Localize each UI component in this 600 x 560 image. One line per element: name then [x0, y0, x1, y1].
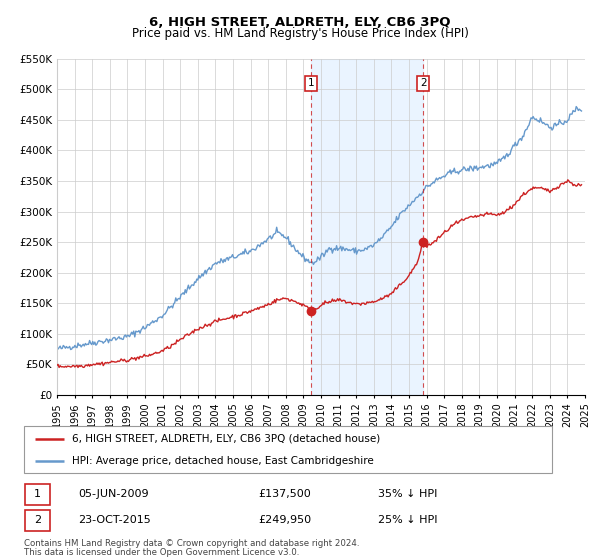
Text: £137,500: £137,500: [258, 489, 311, 499]
Text: 2: 2: [34, 515, 41, 525]
Text: 23-OCT-2015: 23-OCT-2015: [78, 515, 151, 525]
Text: 6, HIGH STREET, ALDRETH, ELY, CB6 3PQ (detached house): 6, HIGH STREET, ALDRETH, ELY, CB6 3PQ (d…: [71, 434, 380, 444]
Text: 1: 1: [34, 489, 41, 500]
Bar: [311, 59, 423, 395]
Text: 1: 1: [308, 78, 314, 88]
Text: 2: 2: [420, 78, 427, 88]
Text: £249,950: £249,950: [258, 515, 311, 525]
Text: Price paid vs. HM Land Registry's House Price Index (HPI): Price paid vs. HM Land Registry's House …: [131, 27, 469, 40]
Text: Contains HM Land Registry data © Crown copyright and database right 2024.: Contains HM Land Registry data © Crown c…: [24, 539, 359, 548]
Text: 05-JUN-2009: 05-JUN-2009: [78, 489, 149, 499]
Text: 25% ↓ HPI: 25% ↓ HPI: [378, 515, 437, 525]
Text: HPI: Average price, detached house, East Cambridgeshire: HPI: Average price, detached house, East…: [71, 456, 373, 466]
Text: 6, HIGH STREET, ALDRETH, ELY, CB6 3PQ: 6, HIGH STREET, ALDRETH, ELY, CB6 3PQ: [149, 16, 451, 29]
Text: 35% ↓ HPI: 35% ↓ HPI: [378, 489, 437, 499]
Text: This data is licensed under the Open Government Licence v3.0.: This data is licensed under the Open Gov…: [24, 548, 299, 557]
